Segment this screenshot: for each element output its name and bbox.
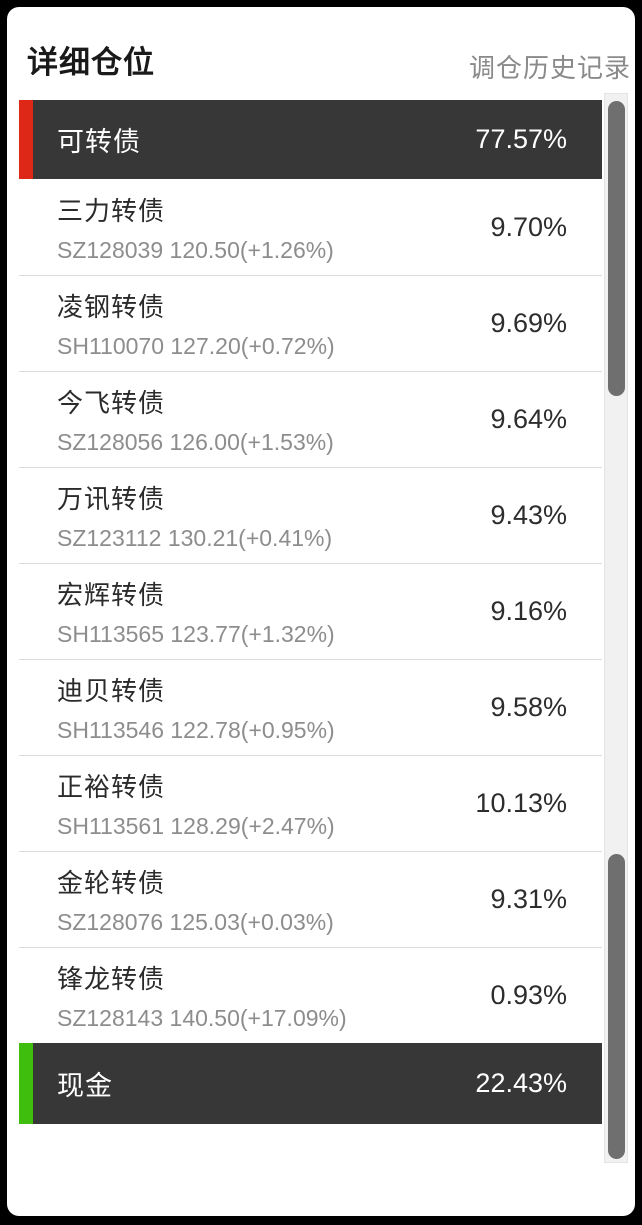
holding-text: 金轮转债 SZ128076 125.03(+0.03%) xyxy=(57,863,334,936)
holding-text: 宏辉转债 SH113565 123.77(+1.32%) xyxy=(57,575,335,648)
holding-percent: 9.16% xyxy=(490,596,567,626)
holding-name: 正裕转债 xyxy=(57,772,166,802)
positions-panel: 详细仓位 调仓历史记录 可转债 77.57% 三力转债 SZ128039 120… xyxy=(7,7,635,1216)
holding-row[interactable]: 凌钢转债 SH110070 127.20(+0.72%) 9.69% xyxy=(19,275,602,371)
holding-name: 今飞转债 xyxy=(57,388,166,418)
positions-list: 可转债 77.57% 三力转债 SZ128039 120.50(+1.26%) … xyxy=(19,100,602,1124)
holding-name: 凌钢转债 xyxy=(57,292,166,322)
holding-name: 万讯转债 xyxy=(57,484,166,514)
holding-row[interactable]: 三力转债 SZ128039 120.50(+1.26%) 9.70% xyxy=(19,179,602,275)
holding-name: 迪贝转债 xyxy=(57,676,166,706)
holding-text: 三力转债 SZ128039 120.50(+1.26%) xyxy=(57,191,334,264)
scrollbar-thumb-lower[interactable] xyxy=(608,854,625,1159)
holdings-rows: 三力转债 SZ128039 120.50(+1.26%) 9.70% 凌钢转债 … xyxy=(19,179,602,1043)
holding-row[interactable]: 正裕转债 SH113561 128.29(+2.47%) 10.13% xyxy=(19,755,602,851)
holding-percent: 10.13% xyxy=(475,788,567,818)
holding-percent: 9.43% xyxy=(490,500,567,530)
holding-row[interactable]: 锋龙转债 SZ128143 140.50(+17.09%) 0.93% xyxy=(19,947,602,1043)
holding-text: 迪贝转债 SH113546 122.78(+0.95%) xyxy=(57,671,335,744)
scrollbar-track[interactable] xyxy=(604,93,628,1163)
holding-row[interactable]: 今飞转债 SZ128056 126.00(+1.53%) 9.64% xyxy=(19,371,602,467)
holding-percent: 9.70% xyxy=(490,211,567,242)
holding-percent: 9.64% xyxy=(490,404,567,434)
holding-percent: 9.69% xyxy=(490,308,567,338)
holding-code-price: SH113561 128.29(+2.47%) xyxy=(57,813,335,839)
holding-text: 万讯转债 SZ123112 130.21(+0.41%) xyxy=(57,479,332,552)
holding-code-price: SZ128076 125.03(+0.03%) xyxy=(57,909,334,935)
holding-code-price: SZ128056 126.00(+1.53%) xyxy=(57,429,334,455)
holding-name: 金轮转债 xyxy=(57,868,166,898)
holding-percent: 9.31% xyxy=(490,884,567,914)
holding-text: 凌钢转债 SH110070 127.20(+0.72%) xyxy=(57,287,335,360)
holding-text: 今飞转债 SZ128056 126.00(+1.53%) xyxy=(57,383,334,456)
group-label: 可转债 xyxy=(57,127,141,157)
holding-code-price: SZ128039 120.50(+1.26%) xyxy=(57,236,334,263)
holding-percent: 9.58% xyxy=(490,692,567,722)
green-accent-bar xyxy=(19,1043,33,1124)
group-label: 现金 xyxy=(57,1071,113,1101)
holding-text: 正裕转债 SH113561 128.29(+2.47%) xyxy=(57,767,335,840)
holding-row[interactable]: 迪贝转债 SH113546 122.78(+0.95%) 9.58% xyxy=(19,659,602,755)
holding-row[interactable]: 宏辉转债 SH113565 123.77(+1.32%) 9.16% xyxy=(19,563,602,659)
holding-code-price: SH110070 127.20(+0.72%) xyxy=(57,333,335,359)
holding-row[interactable]: 万讯转债 SZ123112 130.21(+0.41%) 9.43% xyxy=(19,467,602,563)
holding-text: 锋龙转债 SZ128143 140.50(+17.09%) xyxy=(57,959,347,1032)
rebalance-history-link[interactable]: 调仓历史记录 xyxy=(468,53,631,83)
holding-percent: 0.93% xyxy=(490,980,567,1010)
holding-code-price: SZ128143 140.50(+17.09%) xyxy=(57,1005,347,1031)
group-percent: 22.43% xyxy=(475,1068,567,1098)
holding-code-price: SZ123112 130.21(+0.41%) xyxy=(57,525,333,551)
holding-name: 三力转债 xyxy=(57,195,166,226)
holding-name: 锋龙转债 xyxy=(57,964,166,994)
holding-code-price: SH113546 122.78(+0.95%) xyxy=(57,717,335,743)
page-title: 详细仓位 xyxy=(27,45,155,80)
holding-code-price: SH113565 123.77(+1.32%) xyxy=(57,621,335,647)
scrollbar-thumb-upper[interactable] xyxy=(608,101,625,396)
group-footer-row[interactable]: 现金 22.43% xyxy=(19,1043,602,1124)
red-accent-bar xyxy=(19,100,33,179)
holding-name: 宏辉转债 xyxy=(57,580,166,610)
holding-row[interactable]: 金轮转债 SZ128076 125.03(+0.03%) 9.31% xyxy=(19,851,602,947)
group-header-row[interactable]: 可转债 77.57% xyxy=(19,100,602,179)
group-percent: 77.57% xyxy=(475,124,567,154)
